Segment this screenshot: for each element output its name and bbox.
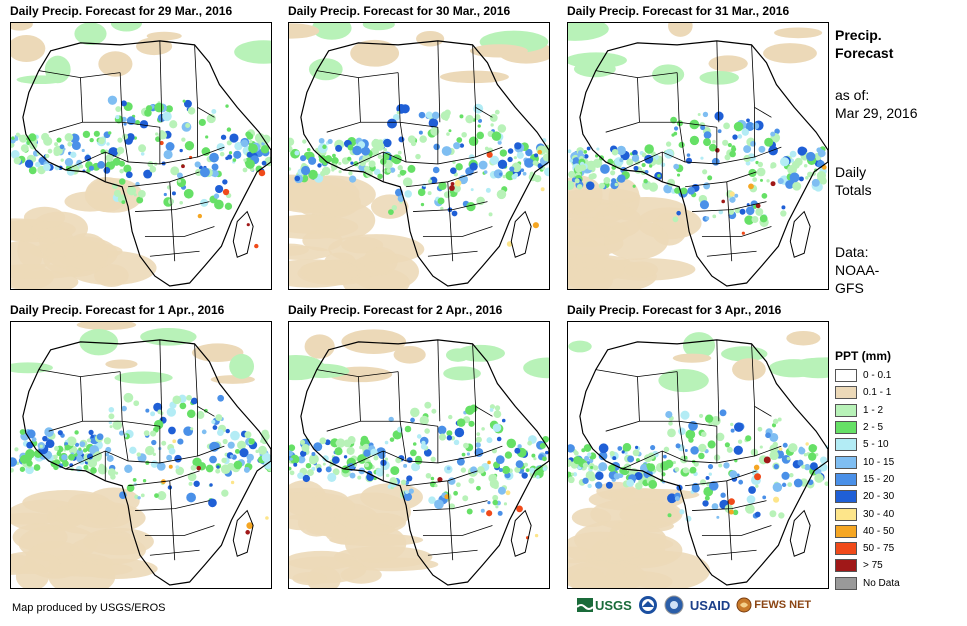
- totals-block: Daily Totals: [835, 163, 872, 199]
- legend-label: 0 - 0.1: [863, 370, 892, 382]
- panel-title: Daily Precip. Forecast for 30 Mar., 2016: [288, 4, 511, 18]
- legend-item: 0 - 0.1: [835, 367, 900, 384]
- legend-label: 2 - 5: [863, 422, 884, 434]
- legend-item: 10 - 15: [835, 453, 900, 470]
- legend-label: 15 - 20: [863, 473, 895, 485]
- legend-swatch: [835, 369, 857, 383]
- legend-item: 0.1 - 1: [835, 384, 900, 401]
- legend-title: PPT (mm): [835, 349, 892, 363]
- legend-swatch: [835, 438, 857, 452]
- legend-swatch: [835, 455, 857, 469]
- legend-swatch: [835, 472, 857, 486]
- panel-title: Daily Precip. Forecast for 1 Apr., 2016: [10, 303, 225, 317]
- legend-label: No Data: [863, 577, 900, 589]
- fews-globe-icon: [736, 597, 752, 613]
- data-line2: GFS: [835, 280, 864, 296]
- legend-item: 2 - 5: [835, 419, 900, 436]
- asof-label: as of:: [835, 87, 870, 103]
- heading-line1: Precip.: [835, 27, 882, 43]
- legend-item: 30 - 40: [835, 505, 900, 522]
- legend-item: > 75: [835, 557, 900, 574]
- data-line1: NOAA-: [835, 262, 880, 278]
- legend-swatch: [835, 421, 857, 435]
- legend-item: 5 - 10: [835, 436, 900, 453]
- forecast-map: [288, 321, 550, 589]
- legend-label: 20 - 30: [863, 491, 895, 503]
- asof-block: as of: Mar 29, 2016: [835, 86, 918, 122]
- legend-item: 1 - 2: [835, 402, 900, 419]
- legend-label: 50 - 75: [863, 543, 895, 555]
- totals-line1: Daily: [835, 164, 867, 180]
- legend-swatch: [835, 576, 857, 590]
- noaa-logo-icon: [638, 596, 657, 614]
- usaid-logo: USAID: [689, 597, 731, 613]
- forecast-heading: Precip. Forecast: [835, 26, 893, 62]
- ppt-legend: PPT (mm) 0 - 0.1 0.1 - 1 1 - 2 2 - 5 5 - 10 1…: [835, 349, 900, 592]
- legend-label: 10 - 15: [863, 456, 895, 468]
- africa-map-graphic: [11, 23, 271, 289]
- legend-swatch: [835, 507, 857, 521]
- panel-title: Daily Precip. Forecast for 3 Apr., 2016: [567, 303, 782, 317]
- legend-swatch: [835, 386, 857, 400]
- heading-line2: Forecast: [835, 45, 894, 61]
- africa-map-graphic: [568, 322, 828, 588]
- nasa-seal-icon: [664, 595, 684, 615]
- data-source-block: Data: NOAA- GFS: [835, 243, 879, 297]
- asof-date: Mar 29, 2016: [835, 105, 918, 121]
- legend-swatch: [835, 542, 857, 556]
- legend-swatch: [835, 559, 857, 573]
- africa-map-graphic: [11, 322, 271, 588]
- forecast-map: [10, 321, 272, 589]
- legend-swatch: [835, 490, 857, 504]
- legend-label: 40 - 50: [863, 525, 895, 537]
- legend-swatch: [835, 403, 857, 417]
- legend-label: 1 - 2: [863, 404, 884, 416]
- legend-swatch: [835, 524, 857, 538]
- forecast-map: [288, 22, 550, 290]
- africa-map-graphic: [289, 322, 549, 588]
- forecast-map: [567, 321, 829, 589]
- legend-item: 20 - 30: [835, 488, 900, 505]
- legend-item: 50 - 75: [835, 540, 900, 557]
- africa-map-graphic: [289, 23, 549, 289]
- totals-line2: Totals: [835, 182, 872, 198]
- legend-item: 15 - 20: [835, 471, 900, 488]
- usgs-wave-icon: [577, 598, 593, 612]
- forecast-map: [567, 22, 829, 290]
- forecast-map: [10, 22, 272, 290]
- legend-label: > 75: [863, 560, 883, 572]
- legend-rows: 0 - 0.1 0.1 - 1 1 - 2 2 - 5 5 - 10 10 - 15 15 …: [835, 367, 900, 592]
- legend-item: No Data: [835, 575, 900, 592]
- legend-label: 30 - 40: [863, 508, 895, 520]
- agency-logos: USGS USAID FEWS NET: [577, 595, 811, 615]
- legend-label: 0.1 - 1: [863, 387, 892, 399]
- africa-map-graphic: [568, 23, 828, 289]
- panel-title: Daily Precip. Forecast for 2 Apr., 2016: [288, 303, 503, 317]
- usgs-logo: USGS: [577, 598, 632, 613]
- legend-label: 5 - 10: [863, 439, 889, 451]
- map-credit: Map produced by USGS/EROS: [12, 602, 166, 614]
- data-label: Data:: [835, 244, 869, 260]
- panel-title: Daily Precip. Forecast for 31 Mar., 2016: [567, 4, 790, 18]
- fews-net-logo: FEWS NET: [736, 597, 811, 613]
- legend-item: 40 - 50: [835, 523, 900, 540]
- panel-title: Daily Precip. Forecast for 29 Mar., 2016: [10, 4, 233, 18]
